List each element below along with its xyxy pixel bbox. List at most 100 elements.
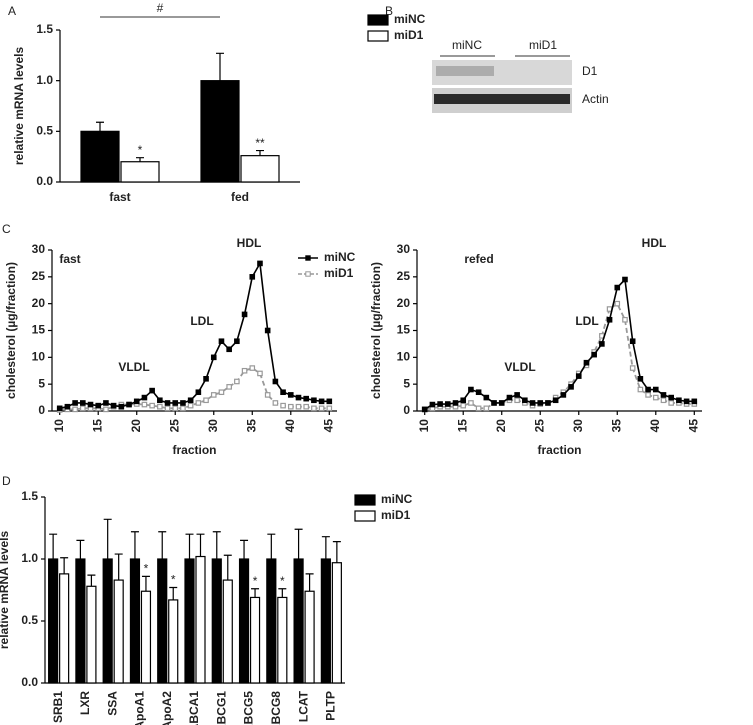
annotation: LDL: [190, 314, 213, 328]
point: [187, 402, 194, 409]
point: [637, 386, 644, 393]
x-tick-label: fed: [231, 190, 249, 204]
point: [622, 316, 628, 323]
y-tick-label: 20: [32, 296, 46, 310]
lane-label: miNC: [452, 38, 482, 52]
point: [614, 284, 621, 291]
legend-swatch: [367, 14, 389, 26]
bar: [48, 558, 59, 684]
bar: [249, 596, 261, 684]
significance: **: [255, 136, 265, 150]
y-tick-label: 0.0: [21, 675, 38, 689]
point: [210, 354, 217, 361]
x-tick-label: SRB1: [51, 691, 65, 723]
y-tick-label: 30: [32, 242, 46, 256]
annotation: refed: [464, 252, 493, 266]
x-tick-label: SSA: [105, 691, 119, 716]
point: [468, 400, 474, 406]
legend-marker: [305, 271, 311, 277]
point: [218, 389, 225, 396]
point: [172, 405, 179, 412]
legend-label: miNC: [381, 492, 413, 506]
annotation: fast: [59, 252, 80, 266]
legend-label: miNC: [394, 12, 426, 26]
series-line: [424, 302, 695, 411]
error-bar: [96, 121, 104, 132]
x-tick-label: 30: [206, 419, 220, 433]
x-tick-label: LCAT: [296, 690, 310, 722]
x-tick-label: 15: [90, 419, 104, 433]
bar: [129, 558, 141, 684]
x-tick-label: 25: [167, 419, 181, 433]
error-bar: [114, 553, 123, 581]
point: [668, 400, 674, 406]
y-tick-label: 1.0: [36, 73, 53, 87]
legend-label: miD1: [324, 266, 354, 280]
point: [226, 384, 232, 390]
point: [652, 394, 659, 401]
error-bar: [76, 539, 85, 559]
point: [683, 398, 690, 405]
point: [195, 389, 202, 396]
y-tick-label: 0: [38, 403, 45, 417]
bar: [293, 558, 304, 684]
x-tick-label: PLTP: [324, 691, 338, 721]
legend-marker: [305, 255, 311, 261]
point: [295, 403, 302, 410]
point: [460, 402, 467, 409]
annotation: HDL: [642, 236, 667, 250]
x-tick-label: 15: [455, 419, 469, 433]
point: [180, 405, 186, 412]
blot-band: [436, 66, 494, 76]
point: [149, 402, 155, 409]
bar: [240, 155, 280, 183]
point: [133, 398, 140, 405]
bar: [222, 579, 233, 684]
annotation: HDL: [237, 236, 262, 250]
point: [118, 403, 125, 410]
significance: *: [138, 143, 143, 157]
error-bar: [216, 52, 224, 81]
bar: [277, 596, 288, 684]
error-bar: [267, 533, 276, 559]
point: [210, 392, 217, 398]
x-tick-label: ABCG1: [214, 691, 228, 725]
band-label: Actin: [582, 92, 609, 106]
x-tick-label: 10: [52, 419, 66, 433]
significance: *: [253, 574, 258, 588]
point: [468, 386, 474, 393]
x-tick-label: ABCG8: [269, 691, 283, 725]
error-bar: [240, 539, 249, 559]
legend-swatch: [354, 494, 376, 506]
bar: [120, 161, 160, 183]
error-bar: [141, 575, 150, 592]
point: [180, 400, 186, 406]
point: [614, 300, 621, 307]
bar: [168, 599, 179, 684]
point: [303, 395, 309, 402]
annotation: VLDL: [118, 360, 149, 374]
y-tick-label: 0: [403, 403, 410, 417]
error-bar: [305, 573, 314, 592]
point: [72, 400, 78, 406]
y-tick-label: 30: [397, 242, 411, 256]
point: [72, 406, 78, 413]
point: [445, 401, 451, 407]
point: [141, 394, 148, 401]
point: [475, 389, 482, 396]
error-bar: [212, 531, 221, 559]
point: [87, 401, 94, 408]
y-tick-label: 1.0: [21, 551, 38, 565]
point: [226, 346, 232, 353]
point: [295, 394, 302, 401]
annotation: VLDL: [504, 360, 535, 374]
y-axis-label: relative mRNA levels: [0, 531, 11, 650]
point: [280, 402, 286, 409]
point: [552, 397, 559, 404]
point: [660, 397, 667, 404]
x-tick-label: 45: [686, 419, 700, 433]
panel-label: B: [385, 4, 393, 18]
bar: [75, 558, 86, 684]
bar: [195, 555, 206, 684]
